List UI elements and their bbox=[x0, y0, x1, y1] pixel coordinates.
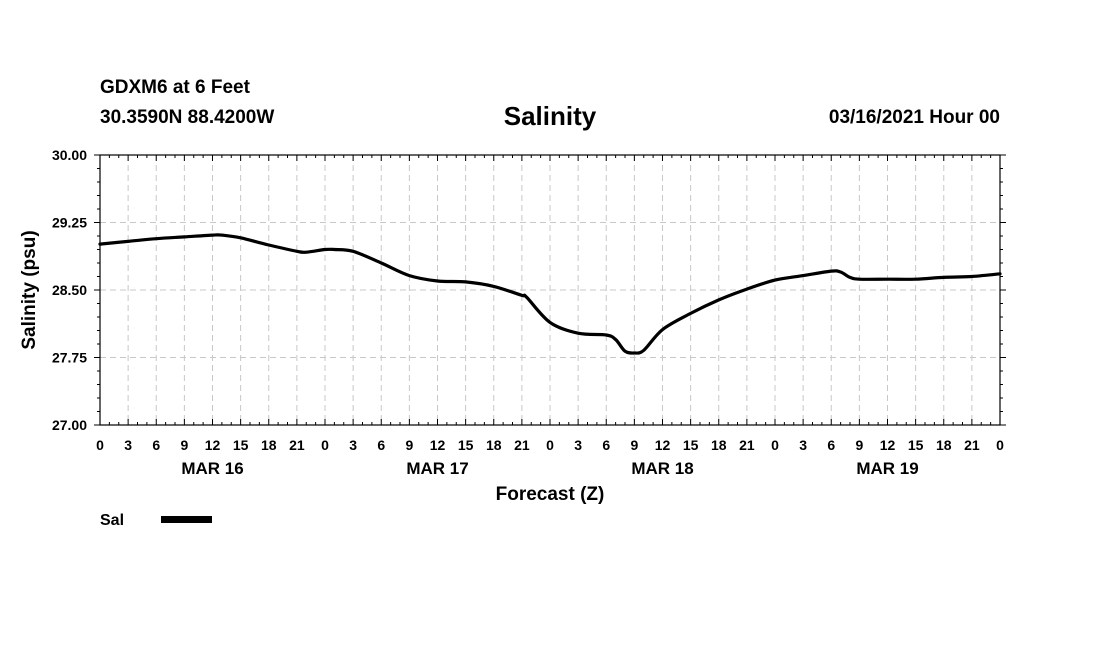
x-tick-label: 9 bbox=[855, 437, 863, 453]
x-tick-label: 0 bbox=[321, 437, 329, 453]
y-tick-labels: 27.00 27.75 28.50 29.25 30.00 bbox=[52, 147, 87, 433]
day-labels: MAR 16 MAR 17 MAR 18 MAR 19 bbox=[181, 459, 918, 478]
coordinates-label: 30.3590N 88.4200W bbox=[100, 107, 275, 128]
x-axis-title: Forecast (Z) bbox=[496, 484, 605, 505]
chart-title: Salinity bbox=[503, 101, 597, 131]
x-tick-label: 21 bbox=[289, 437, 305, 453]
x-tick-label: 15 bbox=[908, 437, 924, 453]
grid-lines bbox=[100, 155, 1000, 425]
x-tick-label: 9 bbox=[180, 437, 188, 453]
x-tick-label: 3 bbox=[124, 437, 132, 453]
y-tick-label: 27.00 bbox=[52, 417, 87, 433]
legend: Sal bbox=[100, 512, 212, 529]
day-label: MAR 19 bbox=[856, 459, 918, 478]
x-tick-label: 12 bbox=[655, 437, 671, 453]
legend-swatch-sal bbox=[161, 516, 212, 523]
x-tick-label: 0 bbox=[546, 437, 554, 453]
y-tick-label: 27.75 bbox=[52, 350, 87, 366]
y-tick-label: 28.50 bbox=[52, 282, 87, 298]
series-line-sal bbox=[98, 233, 1002, 355]
day-label: MAR 16 bbox=[181, 459, 243, 478]
x-tick-label: 21 bbox=[514, 437, 530, 453]
x-tick-label: 15 bbox=[233, 437, 249, 453]
x-tick-label: 18 bbox=[711, 437, 727, 453]
x-tick-label: 21 bbox=[739, 437, 755, 453]
x-tick-label: 21 bbox=[964, 437, 980, 453]
x-tick-label: 3 bbox=[799, 437, 807, 453]
y-axis-title: Salinity (psu) bbox=[19, 230, 40, 349]
x-tick-label: 6 bbox=[827, 437, 835, 453]
y-tick-label: 30.00 bbox=[52, 147, 87, 163]
station-label: GDXM6 at 6 Feet bbox=[100, 77, 250, 98]
x-tick-label: 12 bbox=[205, 437, 221, 453]
x-tick-label: 18 bbox=[936, 437, 952, 453]
x-tick-label: 0 bbox=[996, 437, 1004, 453]
x-tick-label: 18 bbox=[261, 437, 277, 453]
x-tick-label: 3 bbox=[349, 437, 357, 453]
day-label: MAR 18 bbox=[631, 459, 693, 478]
x-tick-label: 9 bbox=[405, 437, 413, 453]
x-tick-label: 0 bbox=[96, 437, 104, 453]
x-tick-label: 15 bbox=[683, 437, 699, 453]
legend-label-sal: Sal bbox=[100, 512, 124, 529]
x-tick-label: 3 bbox=[574, 437, 582, 453]
x-tick-label: 12 bbox=[880, 437, 896, 453]
x-tick-label: 12 bbox=[430, 437, 446, 453]
x-tick-label: 9 bbox=[630, 437, 638, 453]
x-tick-label: 6 bbox=[152, 437, 160, 453]
y-tick-label: 29.25 bbox=[52, 215, 87, 231]
x-tick-labels: 0 3 6 9 12 15 18 21 0 3 6 9 12 15 18 21 0 3 6 9 12 15 18 21 0 3 6 9… bbox=[96, 437, 1004, 453]
x-tick-label: 6 bbox=[377, 437, 385, 453]
forecast-datetime: 03/16/2021 Hour 00 bbox=[828, 107, 1000, 128]
axis-ticks bbox=[94, 154, 1006, 426]
x-tick-label: 6 bbox=[602, 437, 610, 453]
x-tick-label: 18 bbox=[486, 437, 502, 453]
day-label: MAR 17 bbox=[406, 459, 468, 478]
x-tick-label: 0 bbox=[771, 437, 779, 453]
x-tick-label: 15 bbox=[458, 437, 474, 453]
series-layer bbox=[98, 233, 1002, 355]
